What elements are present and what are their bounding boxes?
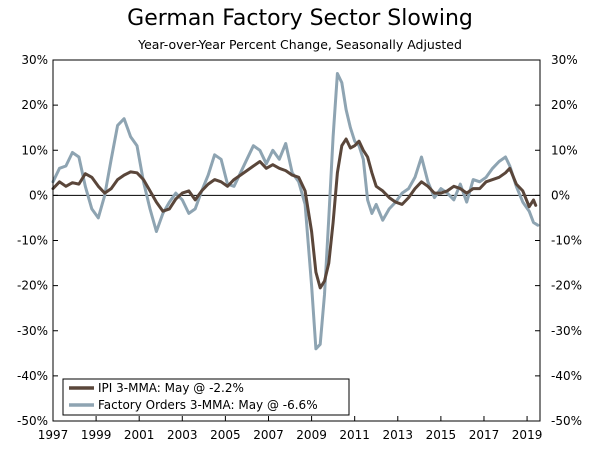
x-tick-label: 2003	[167, 428, 198, 442]
y-tick-label-left: 30%	[21, 53, 48, 67]
chart-title: German Factory Sector Slowing	[127, 6, 473, 31]
y-tick-label-left: -10%	[17, 234, 48, 248]
y-tick-label-right: -10%	[551, 234, 582, 248]
x-tick-label: 2009	[296, 428, 327, 442]
y-tick-label-right: -30%	[551, 324, 582, 338]
y-tick-label-left: -20%	[17, 279, 48, 293]
y-tick-label-left: 0%	[29, 188, 48, 202]
y-tick-label-right: -40%	[551, 369, 582, 383]
series-line-factory-orders	[51, 72, 540, 351]
y-tick-label-right: 10%	[551, 143, 578, 157]
x-tick-label: 2007	[253, 428, 284, 442]
y-tick-label-left: -30%	[17, 324, 48, 338]
y-tick-label-right: -50%	[551, 414, 582, 428]
x-tick-label: 2013	[383, 428, 414, 442]
y-tick-label-right: -20%	[551, 279, 582, 293]
y-tick-label-left: 10%	[21, 143, 48, 157]
legend-label-ipi: IPI 3-MMA: May @ -2.2%	[98, 381, 244, 395]
legend-box	[62, 378, 350, 416]
chart-subtitle: Year-over-Year Percent Change, Seasonall…	[138, 37, 462, 52]
series-line-ipi	[51, 137, 538, 290]
x-tick-label: 1997	[38, 428, 69, 442]
y-tick-label-left: -50%	[17, 414, 48, 428]
y-tick-label-left: 20%	[21, 98, 48, 112]
y-tick-label-right: 0%	[551, 188, 570, 202]
x-tick-label: 2019	[512, 428, 543, 442]
x-tick-label: 2017	[469, 428, 500, 442]
x-tick-label: 2005	[210, 428, 241, 442]
x-tick-label: 2011	[339, 428, 370, 442]
y-tick-label-right: 20%	[551, 98, 578, 112]
x-tick-label: 2001	[124, 428, 155, 442]
y-tick-label-left: -40%	[17, 369, 48, 383]
y-tick-label-right: 30%	[551, 53, 578, 67]
plot-area-frame	[52, 59, 541, 422]
legend-label-orders: Factory Orders 3-MMA: May @ -6.6%	[98, 398, 318, 412]
x-tick-label: 2015	[426, 428, 457, 442]
x-tick-label: 1999	[81, 428, 112, 442]
legend: IPI 3-MMA: May @ -2.2% Factory Orders 3-…	[62, 378, 350, 416]
